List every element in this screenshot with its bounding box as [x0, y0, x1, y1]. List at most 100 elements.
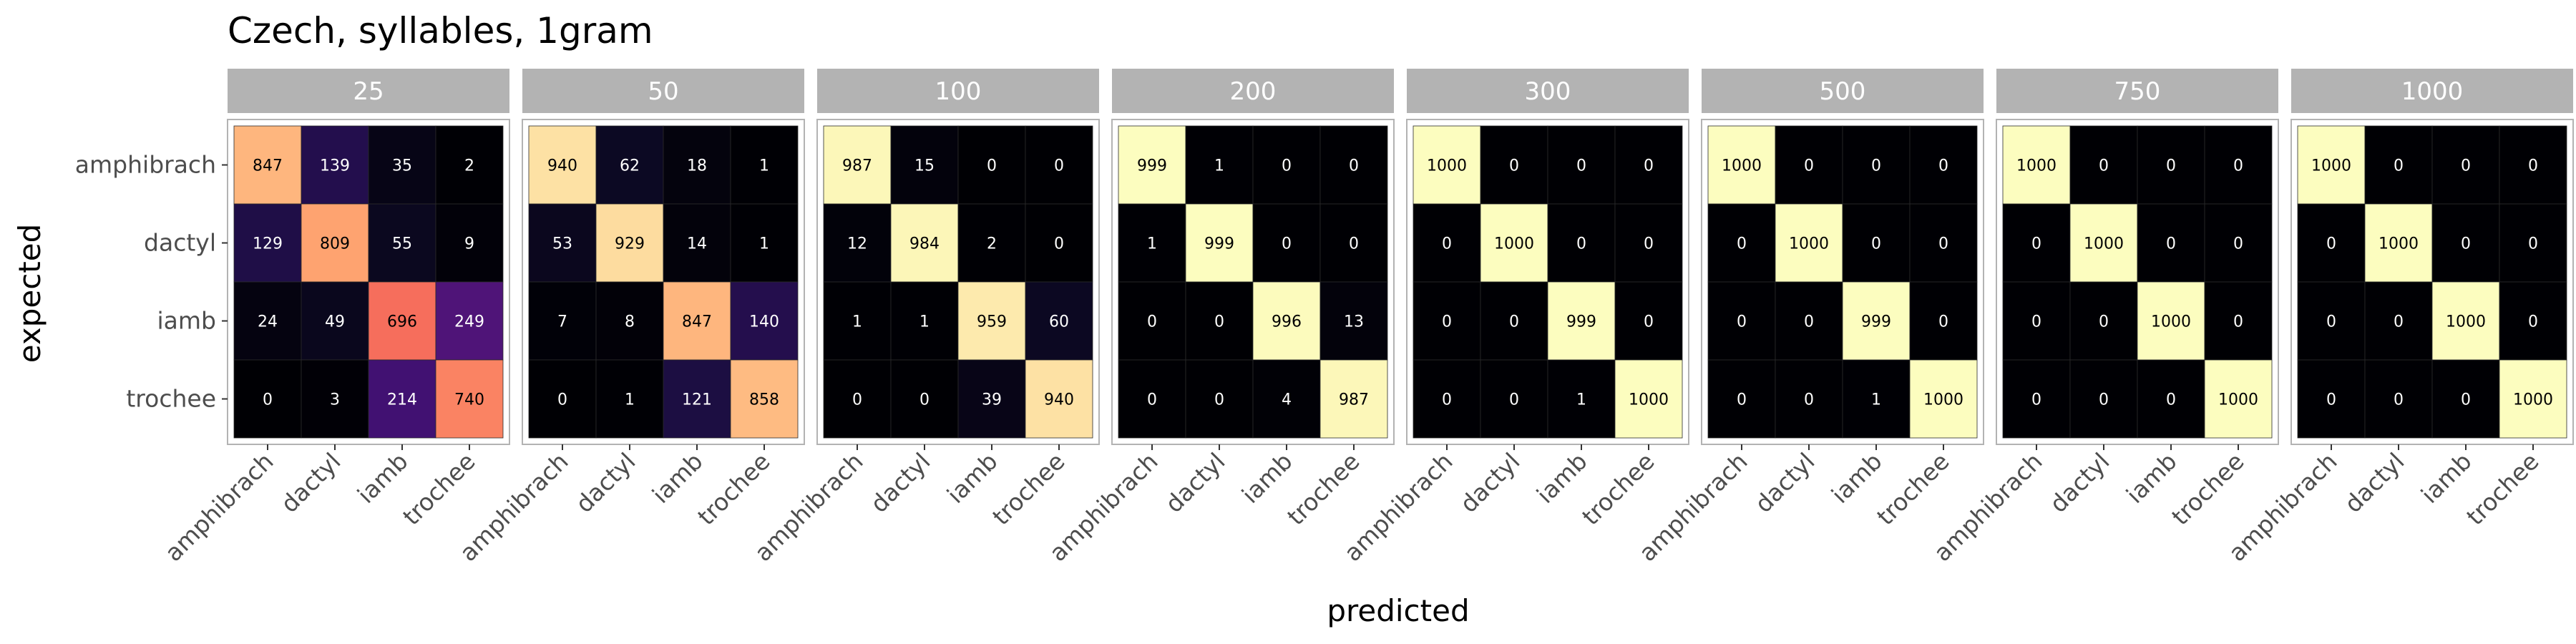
heatmap-cell [1707, 125, 1776, 205]
x-tick-label: iamb [2416, 447, 2477, 509]
heatmap-cell [1252, 203, 1321, 283]
heatmap-cell [730, 281, 799, 361]
heatmap-cell [301, 359, 369, 439]
heatmap-cell [730, 359, 799, 439]
cell-value-label: 49 [325, 313, 345, 331]
heatmap-cell [1413, 125, 1481, 205]
heatmap-cell [1909, 281, 1978, 361]
heatmap-cell [528, 203, 597, 283]
cell-value-label: 0 [1737, 391, 1747, 409]
cell-value-label: 35 [392, 157, 412, 175]
heatmap-cell [368, 359, 436, 439]
cell-value-label: 987 [842, 157, 872, 175]
heatmap-cell [2297, 125, 2366, 205]
heatmap-cell [1547, 359, 1616, 439]
heatmap-cell [368, 203, 436, 283]
cell-value-label: 0 [1509, 313, 1519, 331]
cell-value-label: 1000 [2311, 157, 2351, 175]
facet-strip-label: 25 [353, 77, 384, 106]
heatmap-cell [233, 203, 302, 283]
heatmap-cell [1909, 125, 1978, 205]
cell-value-label: 140 [749, 313, 779, 331]
cell-value-label: 12 [847, 235, 867, 253]
cell-value-label: 0 [2394, 313, 2404, 331]
cell-value-label: 0 [1442, 313, 1452, 331]
cell-value-label: 0 [2326, 391, 2336, 409]
cell-value-label: 696 [387, 313, 417, 331]
cell-value-label: 1000 [2084, 235, 2124, 253]
heatmap-cell [2431, 203, 2500, 283]
cell-value-label: 55 [392, 235, 412, 253]
cell-value-label: 0 [1938, 157, 1948, 175]
cell-value-label: 249 [454, 313, 484, 331]
cell-value-label: 0 [2528, 157, 2538, 175]
heatmap-cell [2002, 203, 2071, 283]
heatmap-cell [1025, 125, 1093, 205]
heatmap-cell [1775, 281, 1843, 361]
cell-value-label: 7 [557, 313, 567, 331]
heatmap-cell [1185, 125, 1254, 205]
heatmap-cell [595, 359, 664, 439]
cell-value-label: 0 [2031, 235, 2041, 253]
cell-value-label: 0 [2031, 313, 2041, 331]
heatmap-cell [2431, 359, 2500, 439]
cell-value-label: 0 [2233, 235, 2243, 253]
cell-value-label: 1000 [1923, 391, 1963, 409]
cell-value-label: 1000 [1494, 235, 1534, 253]
heatmap-cell [1118, 359, 1186, 439]
x-axis-title: predicted [1327, 593, 1469, 628]
cell-value-label: 996 [1272, 313, 1302, 331]
x-tick-label: amphibrach [160, 447, 279, 567]
cell-value-label: 0 [2528, 235, 2538, 253]
heatmap-cell [528, 125, 597, 205]
cell-value-label: 2 [464, 157, 474, 175]
x-tick-label: trochee [1871, 447, 1954, 530]
cell-value-label: 1 [1214, 157, 1224, 175]
heatmap-cell [1185, 359, 1254, 439]
cell-value-label: 987 [1339, 391, 1369, 409]
y-tick-label: trochee [126, 385, 216, 413]
cell-value-label: 847 [253, 157, 283, 175]
cell-value-label: 1000 [1722, 157, 1762, 175]
heatmap-cell [1707, 281, 1776, 361]
cell-value-label: 0 [1644, 157, 1654, 175]
x-tick-label: trochee [987, 447, 1070, 530]
heatmap-cell [233, 281, 302, 361]
x-tick-label: dactyl [865, 447, 936, 518]
heatmap-cell [2137, 203, 2205, 283]
x-tick-label: iamb [2121, 447, 2182, 509]
cell-value-label: 60 [1049, 313, 1069, 331]
heatmap-cell [435, 203, 504, 283]
cell-value-label: 999 [1204, 235, 1234, 253]
cell-value-label: 2 [987, 235, 997, 253]
heatmap-cell [2204, 125, 2273, 205]
cell-value-label: 999 [1566, 313, 1596, 331]
heatmap-cell [1547, 125, 1616, 205]
heatmap-cell [1842, 203, 1911, 283]
heatmap-cell [1319, 359, 1388, 439]
heatmap-cell [2364, 125, 2433, 205]
cell-value-label: 1000 [1427, 157, 1467, 175]
cell-value-label: 0 [1214, 391, 1224, 409]
cell-value-label: 1000 [2218, 391, 2258, 409]
facet-strip [1996, 69, 2278, 113]
cell-value-label: 15 [914, 157, 935, 175]
cell-value-label: 984 [909, 235, 940, 253]
heatmap-cell [1775, 125, 1843, 205]
cell-value-label: 0 [1804, 313, 1814, 331]
heatmap-cell [2204, 359, 2273, 439]
facet-strip [228, 69, 509, 113]
heatmap-cell [233, 359, 302, 439]
heatmap-cell [1413, 359, 1481, 439]
cell-value-label: 139 [320, 157, 350, 175]
heatmap-cell [435, 125, 504, 205]
cell-value-label: 18 [687, 157, 707, 175]
heatmap-cell [2431, 125, 2500, 205]
heatmap-cell [890, 281, 959, 361]
cell-value-label: 0 [1147, 313, 1157, 331]
cell-value-label: 1000 [2446, 313, 2486, 331]
cell-value-label: 0 [2394, 157, 2404, 175]
facet-strip [2291, 69, 2573, 113]
heatmap-cell [1707, 203, 1776, 283]
